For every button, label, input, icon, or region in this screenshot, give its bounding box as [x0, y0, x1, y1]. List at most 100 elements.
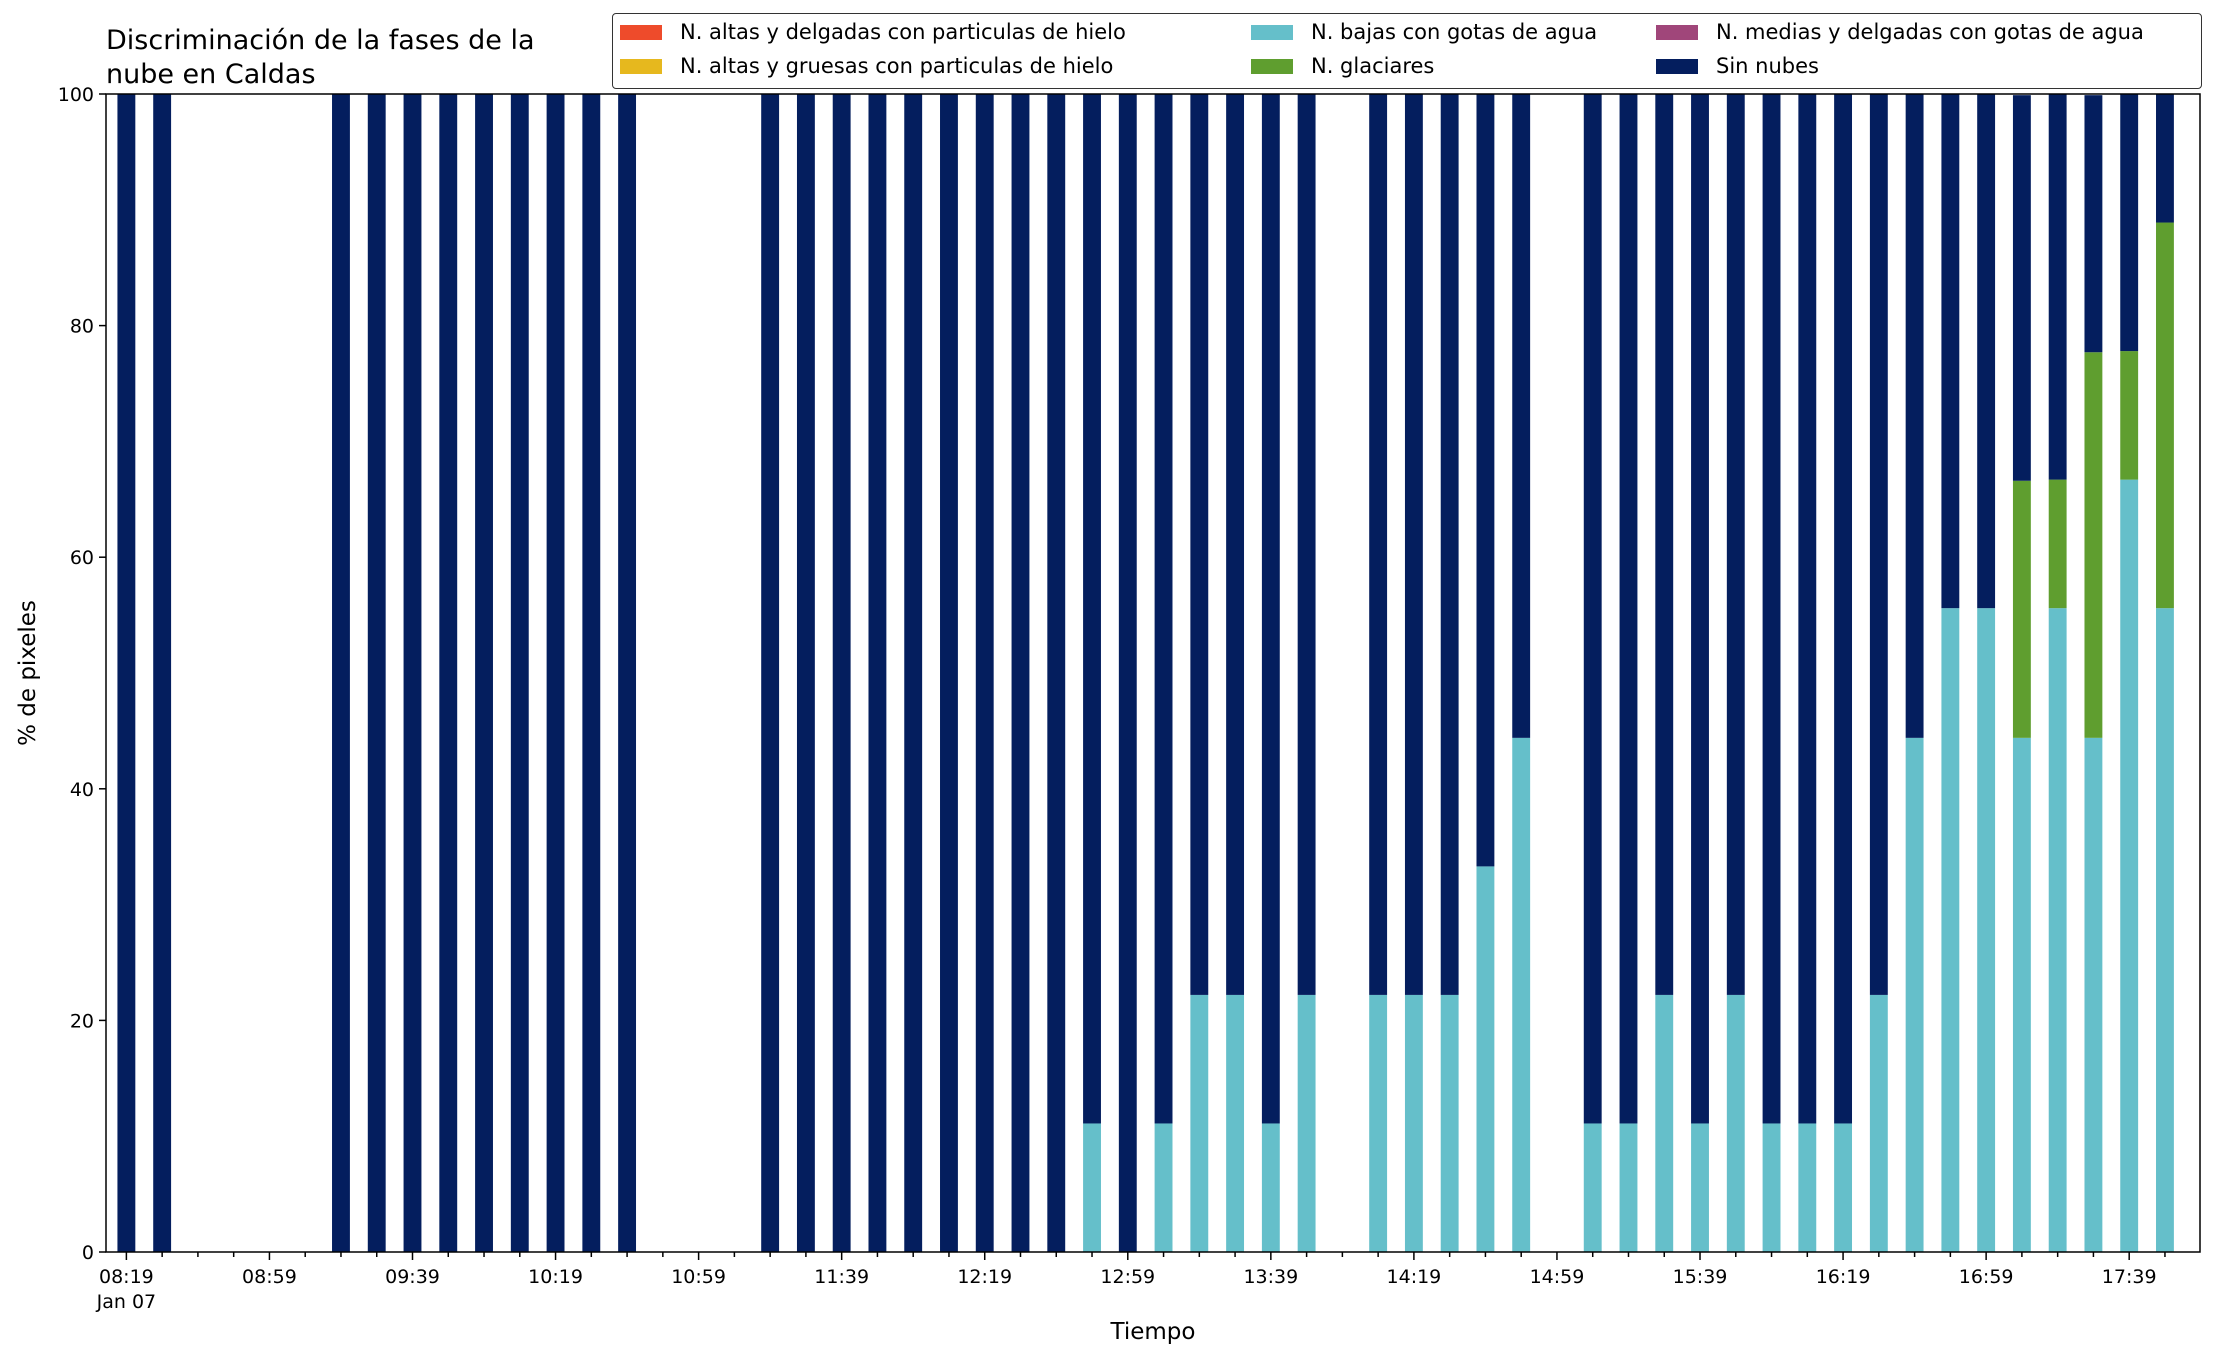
bar-segment-2-55 [2084, 737, 2103, 1252]
x-tick-label: 09:39 [385, 1266, 440, 1288]
bar-segment-5-46 [1762, 94, 1781, 1124]
bar-segment-5-55 [2084, 95, 2103, 353]
legend-entry-alt-delgadas: N. altas y delgadas con particulas de hi… [620, 20, 1126, 44]
x-tick-label: 10:19 [528, 1266, 583, 1288]
bar-segment-2-33 [1297, 994, 1316, 1252]
bar-segment-3-57 [2156, 222, 2174, 609]
bar-segment-5-21 [868, 94, 887, 1252]
bar-segment-5-25 [1011, 94, 1030, 1252]
x-axis-label: Tiempo [1110, 1319, 1196, 1345]
bar-segment-5-35 [1369, 94, 1388, 995]
bar-segment-2-56 [2120, 479, 2139, 1252]
bar-segment-5-33 [1297, 94, 1316, 995]
bar-segment-5-42 [1619, 94, 1638, 1124]
bar-segment-2-51 [1941, 608, 1960, 1252]
bar-segment-2-31 [1226, 994, 1245, 1252]
bar-segment-2-39 [1512, 737, 1531, 1252]
bar-segment-2-41 [1583, 1123, 1602, 1252]
x-tick-label: 08:19 [99, 1266, 154, 1288]
legend-label: N. glaciares [1311, 54, 1435, 78]
bar-segment-5-1 [153, 94, 172, 1252]
bar-segment-5-29 [1154, 94, 1173, 1124]
bar-segment-5-52 [1977, 94, 1996, 609]
x-tick-label: 13:39 [1243, 1266, 1298, 1288]
bar-segment-5-32 [1261, 94, 1280, 1124]
bar-segment-5-6 [332, 94, 350, 1252]
legend-entry-glaciares: N. glaciares [1251, 54, 1434, 78]
bar-segment-5-18 [761, 94, 780, 1252]
bar-segment-5-43 [1655, 94, 1674, 995]
bar-segment-2-47 [1798, 1123, 1817, 1252]
x-tick-label: 12:19 [957, 1266, 1012, 1288]
x-tick-label: 17:39 [2102, 1266, 2157, 1288]
bar-segment-5-24 [975, 94, 994, 1252]
legend-swatch [1656, 58, 1698, 74]
y-axis-label: % de pixeles [15, 600, 41, 746]
bar-segment-2-48 [1834, 1123, 1853, 1252]
bar-segment-2-37 [1440, 994, 1459, 1252]
bar-segment-2-38 [1476, 866, 1495, 1252]
bar-segment-5-44 [1691, 94, 1709, 1124]
legend-label: N. medias y delgadas con gotas de agua [1716, 20, 2144, 44]
legend-entry-sin-nubes: Sin nubes [1656, 54, 1819, 78]
bar-segment-5-38 [1476, 94, 1495, 867]
bar-segment-2-27 [1083, 1123, 1101, 1252]
bar-segment-5-39 [1512, 94, 1531, 738]
legend: N. altas y delgadas con particulas de hi… [612, 13, 2202, 89]
bar-segment-5-51 [1941, 94, 1960, 609]
y-tick-label: 80 [70, 316, 94, 338]
x-tick-label: 11:39 [814, 1266, 869, 1288]
x-tick-label: 14:19 [1387, 1266, 1442, 1288]
legend-swatch [1656, 24, 1698, 40]
bar-segment-5-19 [796, 94, 815, 1252]
bar-segment-5-26 [1047, 94, 1066, 1252]
legend-swatch [620, 58, 662, 74]
bar-segment-2-53 [2012, 737, 2031, 1252]
bar-segment-5-54 [2048, 94, 2067, 480]
legend-label: Sin nubes [1716, 54, 1819, 78]
legend-swatch [1251, 24, 1293, 40]
x-tick-label: 16:19 [1816, 1266, 1871, 1288]
bar-segment-2-54 [2048, 608, 2067, 1252]
bar-segment-5-56 [2120, 94, 2139, 352]
bar-segment-2-46 [1762, 1123, 1781, 1252]
bar-segment-5-57 [2156, 94, 2174, 223]
legend-entry-alt-gruesas: N. altas y gruesas con particulas de hie… [620, 54, 1113, 78]
bar-segment-5-11 [510, 94, 529, 1252]
bar-segment-5-23 [940, 94, 958, 1252]
bar-segment-5-48 [1834, 94, 1853, 1124]
bar-segment-2-29 [1154, 1123, 1173, 1252]
x-tick-label: 12:59 [1100, 1266, 1155, 1288]
bar-segment-2-43 [1655, 994, 1674, 1252]
y-tick-label: 100 [58, 84, 94, 106]
chart-title: Discriminación de la fases de la nube en… [106, 24, 626, 92]
bar-segment-2-45 [1726, 994, 1745, 1252]
bar-segment-3-55 [2084, 352, 2103, 738]
bar-segment-2-57 [2156, 608, 2174, 1252]
bar-segment-5-41 [1583, 94, 1602, 1124]
bar-segment-5-30 [1190, 94, 1209, 995]
chart-title-line-1: Discriminación de la fases de la [106, 25, 535, 56]
legend-swatch [620, 24, 662, 40]
ticks-group: 08:19 08:59 09:39 10:19 10:59 11:39 12:19 12:59… [58, 84, 2166, 1313]
bar-segment-3-54 [2048, 479, 2067, 609]
bar-segment-5-0 [117, 94, 136, 1252]
bar-segment-5-10 [475, 94, 493, 1252]
y-tick-label: 20 [70, 1010, 94, 1032]
y-tick-label: 0 [82, 1242, 94, 1264]
bar-segment-5-28 [1118, 94, 1137, 1252]
y-tick-label: 40 [70, 779, 94, 801]
bar-segment-5-22 [904, 94, 923, 1252]
bar-segment-5-14 [618, 94, 637, 1252]
bar-segment-5-8 [403, 94, 422, 1252]
bar-segment-2-36 [1404, 994, 1423, 1252]
bar-segment-5-7 [367, 94, 386, 1252]
bar-segment-5-13 [582, 94, 601, 1252]
x-tick-label: 08:59 [242, 1266, 297, 1288]
legend-label: N. altas y gruesas con particulas de hie… [680, 54, 1114, 78]
bar-segment-2-35 [1369, 994, 1388, 1252]
legend-entry-bajas: N. bajas con gotas de agua [1251, 20, 1597, 44]
bar-segment-5-37 [1440, 94, 1459, 995]
bar-segment-5-47 [1798, 94, 1817, 1124]
